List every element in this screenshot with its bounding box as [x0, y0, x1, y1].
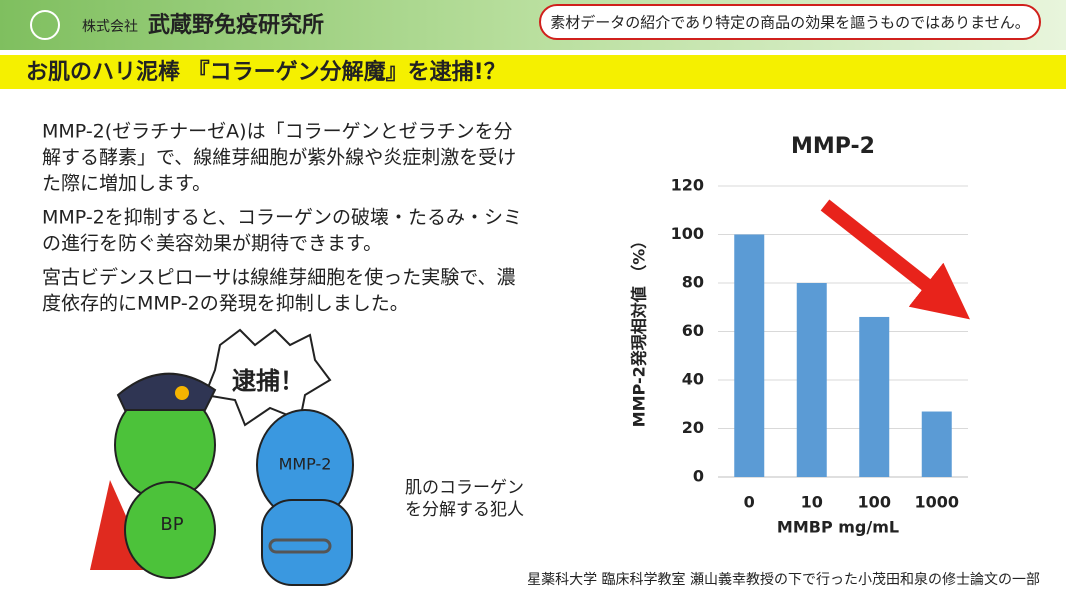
footer: 星薬科大学 臨床科学教室 瀬山義幸教授の下で行った小茂田和泉の修士論文の一部	[527, 571, 1040, 588]
y-tick-label: 120	[671, 176, 704, 195]
trend-arrow	[820, 199, 970, 320]
y-axis-label: MMP-2発現相対値 （%）	[630, 233, 649, 428]
caption-line: 肌のコラーゲン	[405, 478, 524, 498]
company-name: 武蔵野免疫研究所	[148, 12, 324, 38]
chart-title: MMP-2	[791, 134, 875, 159]
speech-burst	[203, 328, 332, 427]
x-tick-label: 10	[801, 493, 823, 512]
y-tick-label: 100	[671, 224, 704, 243]
paragraph-line: た際に増加します。	[42, 173, 211, 195]
police-body	[124, 481, 216, 579]
handcuffs	[268, 538, 332, 554]
paragraph-line: の進行を防ぐ美容効果が期待できます。	[42, 233, 382, 255]
body-text: MMP-2(ゼラチナーゼA)は「コラーゲンとゼラチンを分解する酵素」で、線維芽細…	[42, 121, 522, 315]
police-label: BP	[160, 514, 183, 535]
logo	[30, 10, 60, 40]
bar	[921, 411, 952, 477]
culprit-body	[261, 499, 353, 586]
x-axis-label: MMBP mg/mL	[777, 518, 899, 537]
bar	[734, 234, 765, 477]
paragraph-line: 度依存的にMMP-2の発現を抑制しました。	[42, 293, 409, 315]
y-tick-label: 0	[693, 467, 704, 486]
y-tick-label: 20	[682, 418, 704, 437]
slide-title: お肌のハリ泥棒 『コラーゲン分解魔』を逮捕!？	[26, 59, 506, 85]
x-tick-label: 1000	[914, 493, 959, 512]
bar	[796, 283, 827, 477]
disclaimer-box	[539, 4, 1041, 40]
caption-line: を分解する犯人	[405, 500, 524, 520]
paragraph-line: 宮古ビデンスピローサは線維芽細胞を使った実験で、濃	[42, 267, 515, 289]
company-prefix: 株式会社	[82, 19, 138, 35]
y-tick-label: 40	[682, 370, 704, 389]
x-tick-label: 0	[744, 493, 755, 512]
paragraph-line: MMP-2を抑制すると、コラーゲンの破壊・たるみ・シミ	[42, 207, 522, 229]
paragraph-line: 解する酵素」で、線維芽細胞が紫外線や炎症刺激を受け	[42, 147, 516, 169]
y-tick-label: 80	[682, 273, 704, 292]
y-tick-label: 60	[682, 321, 704, 340]
cap-badge	[175, 386, 189, 400]
illustration: 逮捕！ BP MMP-2 肌のコラーゲン を分解する犯人	[90, 328, 524, 586]
title-bar	[0, 55, 1066, 89]
chart: MMP-2 MMBP mg/mL MMP-2発現相対値 （%） 0 20 40 60 8…	[630, 134, 970, 537]
x-tick-label: 100	[858, 493, 891, 512]
bar	[859, 316, 890, 477]
culprit-label: MMP-2	[279, 455, 332, 474]
shout: 逮捕！	[232, 367, 304, 395]
paragraph-line: MMP-2(ゼラチナーゼA)は「コラーゲンとゼラチンを分	[42, 121, 513, 143]
police-cap	[116, 372, 217, 411]
disclaimer: 素材データの紹介であり特定の商品の効果を謳うものではありません。	[550, 14, 1029, 32]
